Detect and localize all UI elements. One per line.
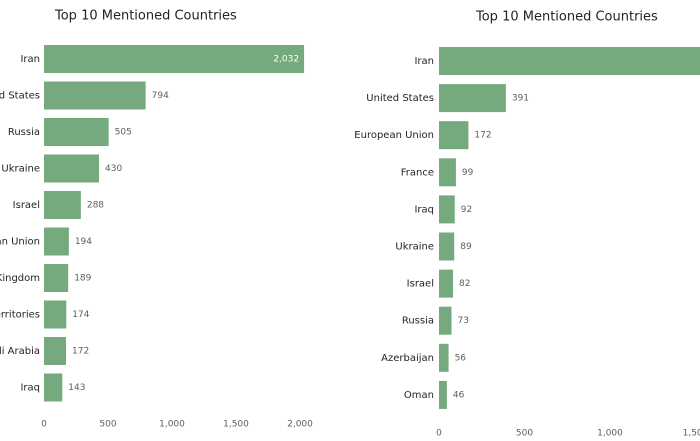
category-label: Iraq: [414, 204, 434, 215]
bar: [439, 306, 452, 335]
x-tick-label: 1,500: [223, 420, 249, 430]
category-label: Israel: [13, 200, 40, 211]
bar: [44, 191, 81, 219]
category-label: Israel: [407, 279, 434, 290]
bar: [439, 158, 456, 187]
x-tick-label: 1,000: [597, 429, 623, 439]
x-tick-label: 0: [41, 420, 47, 430]
bar: [44, 227, 69, 256]
x-tick-label: 1,500: [683, 429, 700, 439]
value-label: 99: [462, 168, 474, 178]
bar: [44, 118, 109, 146]
bar: [44, 154, 100, 183]
category-label: Iran: [20, 54, 40, 65]
value-label: 2,032: [273, 55, 299, 65]
value-label: 794: [152, 91, 169, 101]
bar: [439, 47, 700, 75]
value-label: 92: [461, 205, 472, 215]
category-label: United States: [366, 93, 434, 104]
value-label: 143: [68, 383, 85, 393]
category-label: Ukraine: [1, 164, 40, 175]
chart-title: Top 10 Mentioned Countries: [54, 9, 237, 24]
value-label: 505: [115, 128, 132, 138]
bar: [439, 343, 449, 372]
category-label: European Union: [0, 237, 40, 248]
bar: [439, 232, 455, 261]
bar: [439, 380, 447, 409]
value-label: 172: [72, 347, 89, 357]
category-label: United States: [0, 91, 40, 102]
category-label: Iran: [414, 56, 434, 67]
bar: [44, 337, 67, 365]
value-label: 56: [455, 353, 467, 363]
value-label: 189: [74, 274, 91, 284]
value-label: 288: [87, 201, 104, 211]
category-label: Russia: [8, 127, 40, 138]
x-tick-label: 500: [99, 420, 116, 430]
category-label: United Kingdom: [0, 273, 40, 284]
x-tick-label: 500: [516, 429, 533, 439]
bar: [44, 264, 69, 292]
value-label: 89: [460, 242, 472, 252]
value-label: 73: [457, 316, 468, 326]
x-tick-label: 1,000: [159, 420, 185, 430]
bar: [439, 121, 469, 150]
category-label: Palestinian Territories: [0, 310, 40, 321]
value-label: 430: [105, 164, 122, 174]
bar: [44, 373, 63, 402]
category-label: Oman: [404, 390, 434, 401]
category-label: European Union: [354, 130, 434, 141]
value-label: 82: [459, 279, 470, 289]
category-label: Russia: [402, 316, 434, 327]
value-label: 174: [72, 310, 89, 320]
value-label: 46: [453, 390, 465, 400]
bar: [44, 300, 67, 329]
bar: [439, 269, 454, 298]
value-label: 172: [474, 131, 491, 141]
x-tick-label: 0: [436, 429, 442, 439]
chart-title: Top 10 Mentioned Countries: [475, 10, 658, 25]
bar: [44, 81, 146, 110]
value-label: 391: [512, 94, 529, 104]
category-label: France: [401, 167, 434, 178]
x-tick-label: 2,000: [287, 420, 313, 430]
category-label: Ukraine: [395, 242, 434, 253]
category-label: Saudi Arabia: [0, 346, 40, 357]
category-label: Iraq: [20, 383, 40, 394]
bar: [439, 195, 455, 224]
bar: [44, 45, 305, 73]
value-label: 194: [75, 237, 92, 247]
bar: [439, 84, 506, 113]
category-label: Azerbaijan: [381, 353, 434, 364]
